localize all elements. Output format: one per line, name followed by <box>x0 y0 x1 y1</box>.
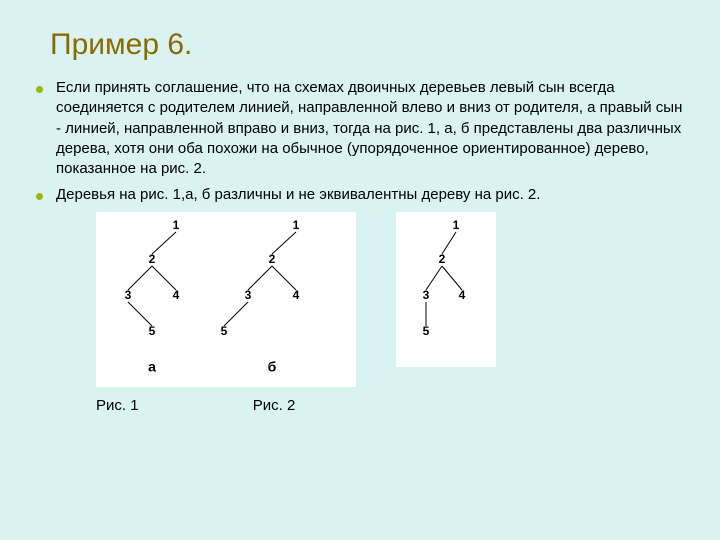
slide-title: Пример 6. <box>50 28 684 62</box>
svg-text:2: 2 <box>269 252 276 266</box>
figure-2-svg: 1 2 3 4 5 <box>396 212 496 362</box>
svg-text:4: 4 <box>293 288 300 302</box>
svg-text:4: 4 <box>459 288 466 302</box>
svg-text:3: 3 <box>125 288 132 302</box>
figure-1-svg: 1 2 3 4 5 1 2 3 4 5 а б <box>96 212 356 382</box>
svg-text:4: 4 <box>173 288 180 302</box>
svg-text:1: 1 <box>453 218 460 232</box>
svg-text:5: 5 <box>221 324 228 338</box>
svg-text:3: 3 <box>245 288 252 302</box>
caption-fig1: Рис. 1 <box>96 397 139 414</box>
svg-text:а: а <box>148 358 156 374</box>
svg-text:б: б <box>268 358 277 374</box>
svg-text:1: 1 <box>173 218 180 232</box>
bullet-list: Если принять соглашение, что на схемах д… <box>36 78 684 206</box>
svg-text:2: 2 <box>439 252 446 266</box>
svg-text:3: 3 <box>423 288 430 302</box>
figures-row: 1 2 3 4 5 1 2 3 4 5 а б 1 2 3 4 5 <box>96 212 684 387</box>
caption-fig2: Рис. 2 <box>253 397 296 414</box>
svg-text:5: 5 <box>423 324 430 338</box>
svg-text:2: 2 <box>149 252 156 266</box>
figure-1-card: 1 2 3 4 5 1 2 3 4 5 а б <box>96 212 356 387</box>
svg-text:5: 5 <box>149 324 156 338</box>
figure-2-card: 1 2 3 4 5 <box>396 212 496 367</box>
bullet-1: Если принять соглашение, что на схемах д… <box>36 78 684 179</box>
captions: Рис. 1 Рис. 2 <box>96 397 684 414</box>
svg-text:1: 1 <box>293 218 300 232</box>
bullet-2: Деревья на рис. 1,а, б различны и не экв… <box>36 185 684 205</box>
